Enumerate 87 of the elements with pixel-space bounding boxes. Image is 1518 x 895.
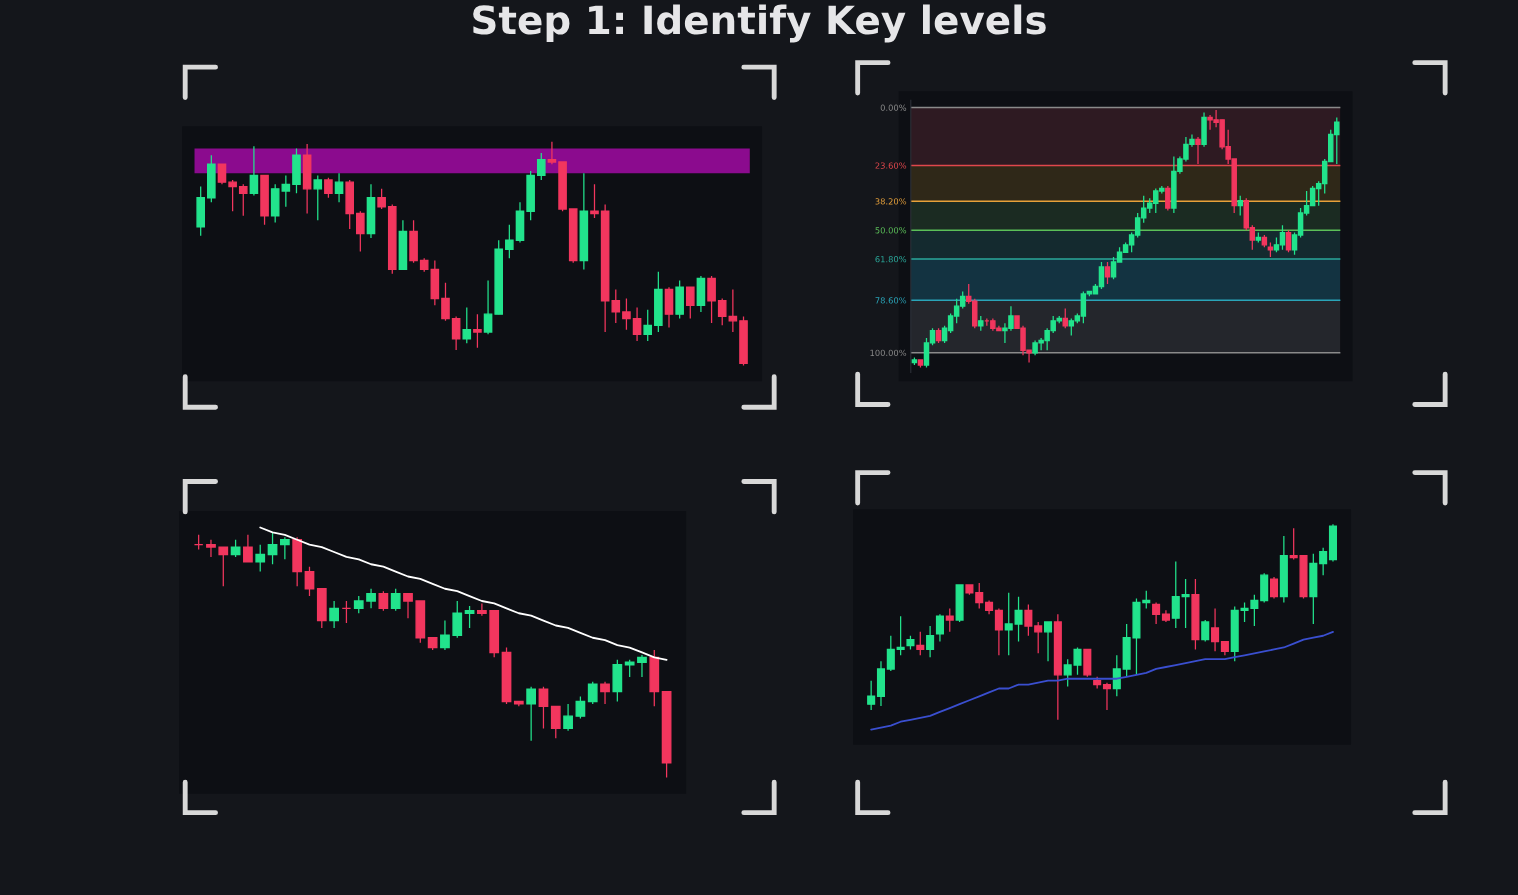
chart-title: Step 1: Identify Key levels: [473, 4, 1046, 43]
candlestick: [238, 183, 248, 217]
candlestick: [1043, 621, 1053, 662]
candlestick: [590, 183, 599, 219]
candlestick: [267, 531, 278, 565]
candlestick: [377, 188, 386, 210]
y-tick-label: 0.00%: [880, 104, 907, 111]
candlestick: [356, 210, 365, 253]
y-tick-label: 38.20%: [875, 198, 907, 205]
candlestick: [685, 286, 695, 320]
y-tick-label: 61.80%: [875, 256, 907, 263]
candlestick: [728, 288, 738, 333]
candlestick: [441, 282, 450, 322]
candlestick: [526, 686, 537, 742]
candlestick: [643, 309, 653, 342]
candlestick: [600, 681, 610, 705]
candlestick: [313, 174, 323, 221]
candlestick: [249, 145, 259, 197]
candlestick: [452, 600, 463, 639]
candlestick: [477, 602, 487, 617]
candlestick: [403, 592, 413, 619]
candlestick: [1171, 560, 1180, 629]
candlestick: [505, 224, 514, 259]
candlestick: [1034, 621, 1043, 654]
candlestick: [1201, 619, 1210, 643]
candlestick: [440, 619, 450, 651]
y-tick-label: 23.60%: [875, 162, 907, 169]
candlestick: [304, 566, 315, 597]
candlestick: [1237, 195, 1243, 217]
candlestick: [1152, 601, 1161, 625]
candlestick: [334, 172, 344, 203]
candlestick: [255, 544, 266, 573]
candlestick: [867, 680, 876, 711]
candlestick: [228, 179, 237, 212]
candlestick: [536, 152, 546, 181]
y-tick-label: 50.00%: [875, 227, 907, 234]
candlestick: [390, 588, 401, 612]
candlestick: [1112, 654, 1121, 697]
candlestick: [916, 631, 925, 656]
candlestick: [366, 588, 376, 609]
candlestick: [1285, 229, 1292, 253]
candlestick: [994, 607, 1003, 656]
candlestick: [637, 654, 647, 678]
candlestick: [538, 686, 549, 730]
candlestick: [1104, 261, 1111, 285]
candlestick: [1319, 547, 1328, 576]
candlestick: [926, 625, 935, 658]
candlestick: [587, 681, 598, 705]
candlestick: [945, 607, 954, 633]
candlestick: [378, 590, 389, 612]
candlestick: [464, 605, 475, 629]
candlestick: [1195, 136, 1201, 165]
candlestick: [550, 705, 561, 739]
candlestick: [1269, 576, 1279, 600]
candlestick: [324, 177, 333, 199]
candlestick: [451, 315, 461, 351]
candlestick: [1004, 592, 1013, 656]
candlestick: [707, 275, 716, 324]
candlestick: [886, 635, 895, 672]
candlestick: [483, 279, 493, 335]
candlestick: [206, 539, 216, 558]
candlestick: [632, 306, 642, 342]
y-tick-label: 100.00%: [870, 349, 907, 356]
candlestick: [279, 536, 290, 560]
candlestick: [329, 600, 339, 629]
candlestick: [1165, 185, 1171, 212]
candlestick: [218, 546, 229, 587]
candlestick: [217, 163, 227, 185]
candlestick: [611, 288, 621, 324]
candlestick: [575, 695, 586, 720]
candlestick: [717, 297, 727, 326]
candlestick: [1181, 578, 1190, 629]
candlestick: [1024, 603, 1033, 637]
candlestick: [1102, 682, 1112, 711]
candlestick: [243, 534, 253, 563]
y-tick-label: 78.60%: [875, 297, 907, 304]
candlestick: [622, 297, 631, 331]
candlestick: [563, 703, 573, 732]
candlestick: [462, 306, 472, 344]
candlestick: [975, 582, 984, 610]
candlestick: [896, 615, 905, 656]
candlestick: [935, 613, 944, 643]
candlestick: [281, 174, 291, 208]
candlestick: [473, 313, 482, 349]
candlestick: [547, 141, 557, 165]
candlestick: [1014, 596, 1023, 643]
candlestick: [1211, 607, 1220, 652]
